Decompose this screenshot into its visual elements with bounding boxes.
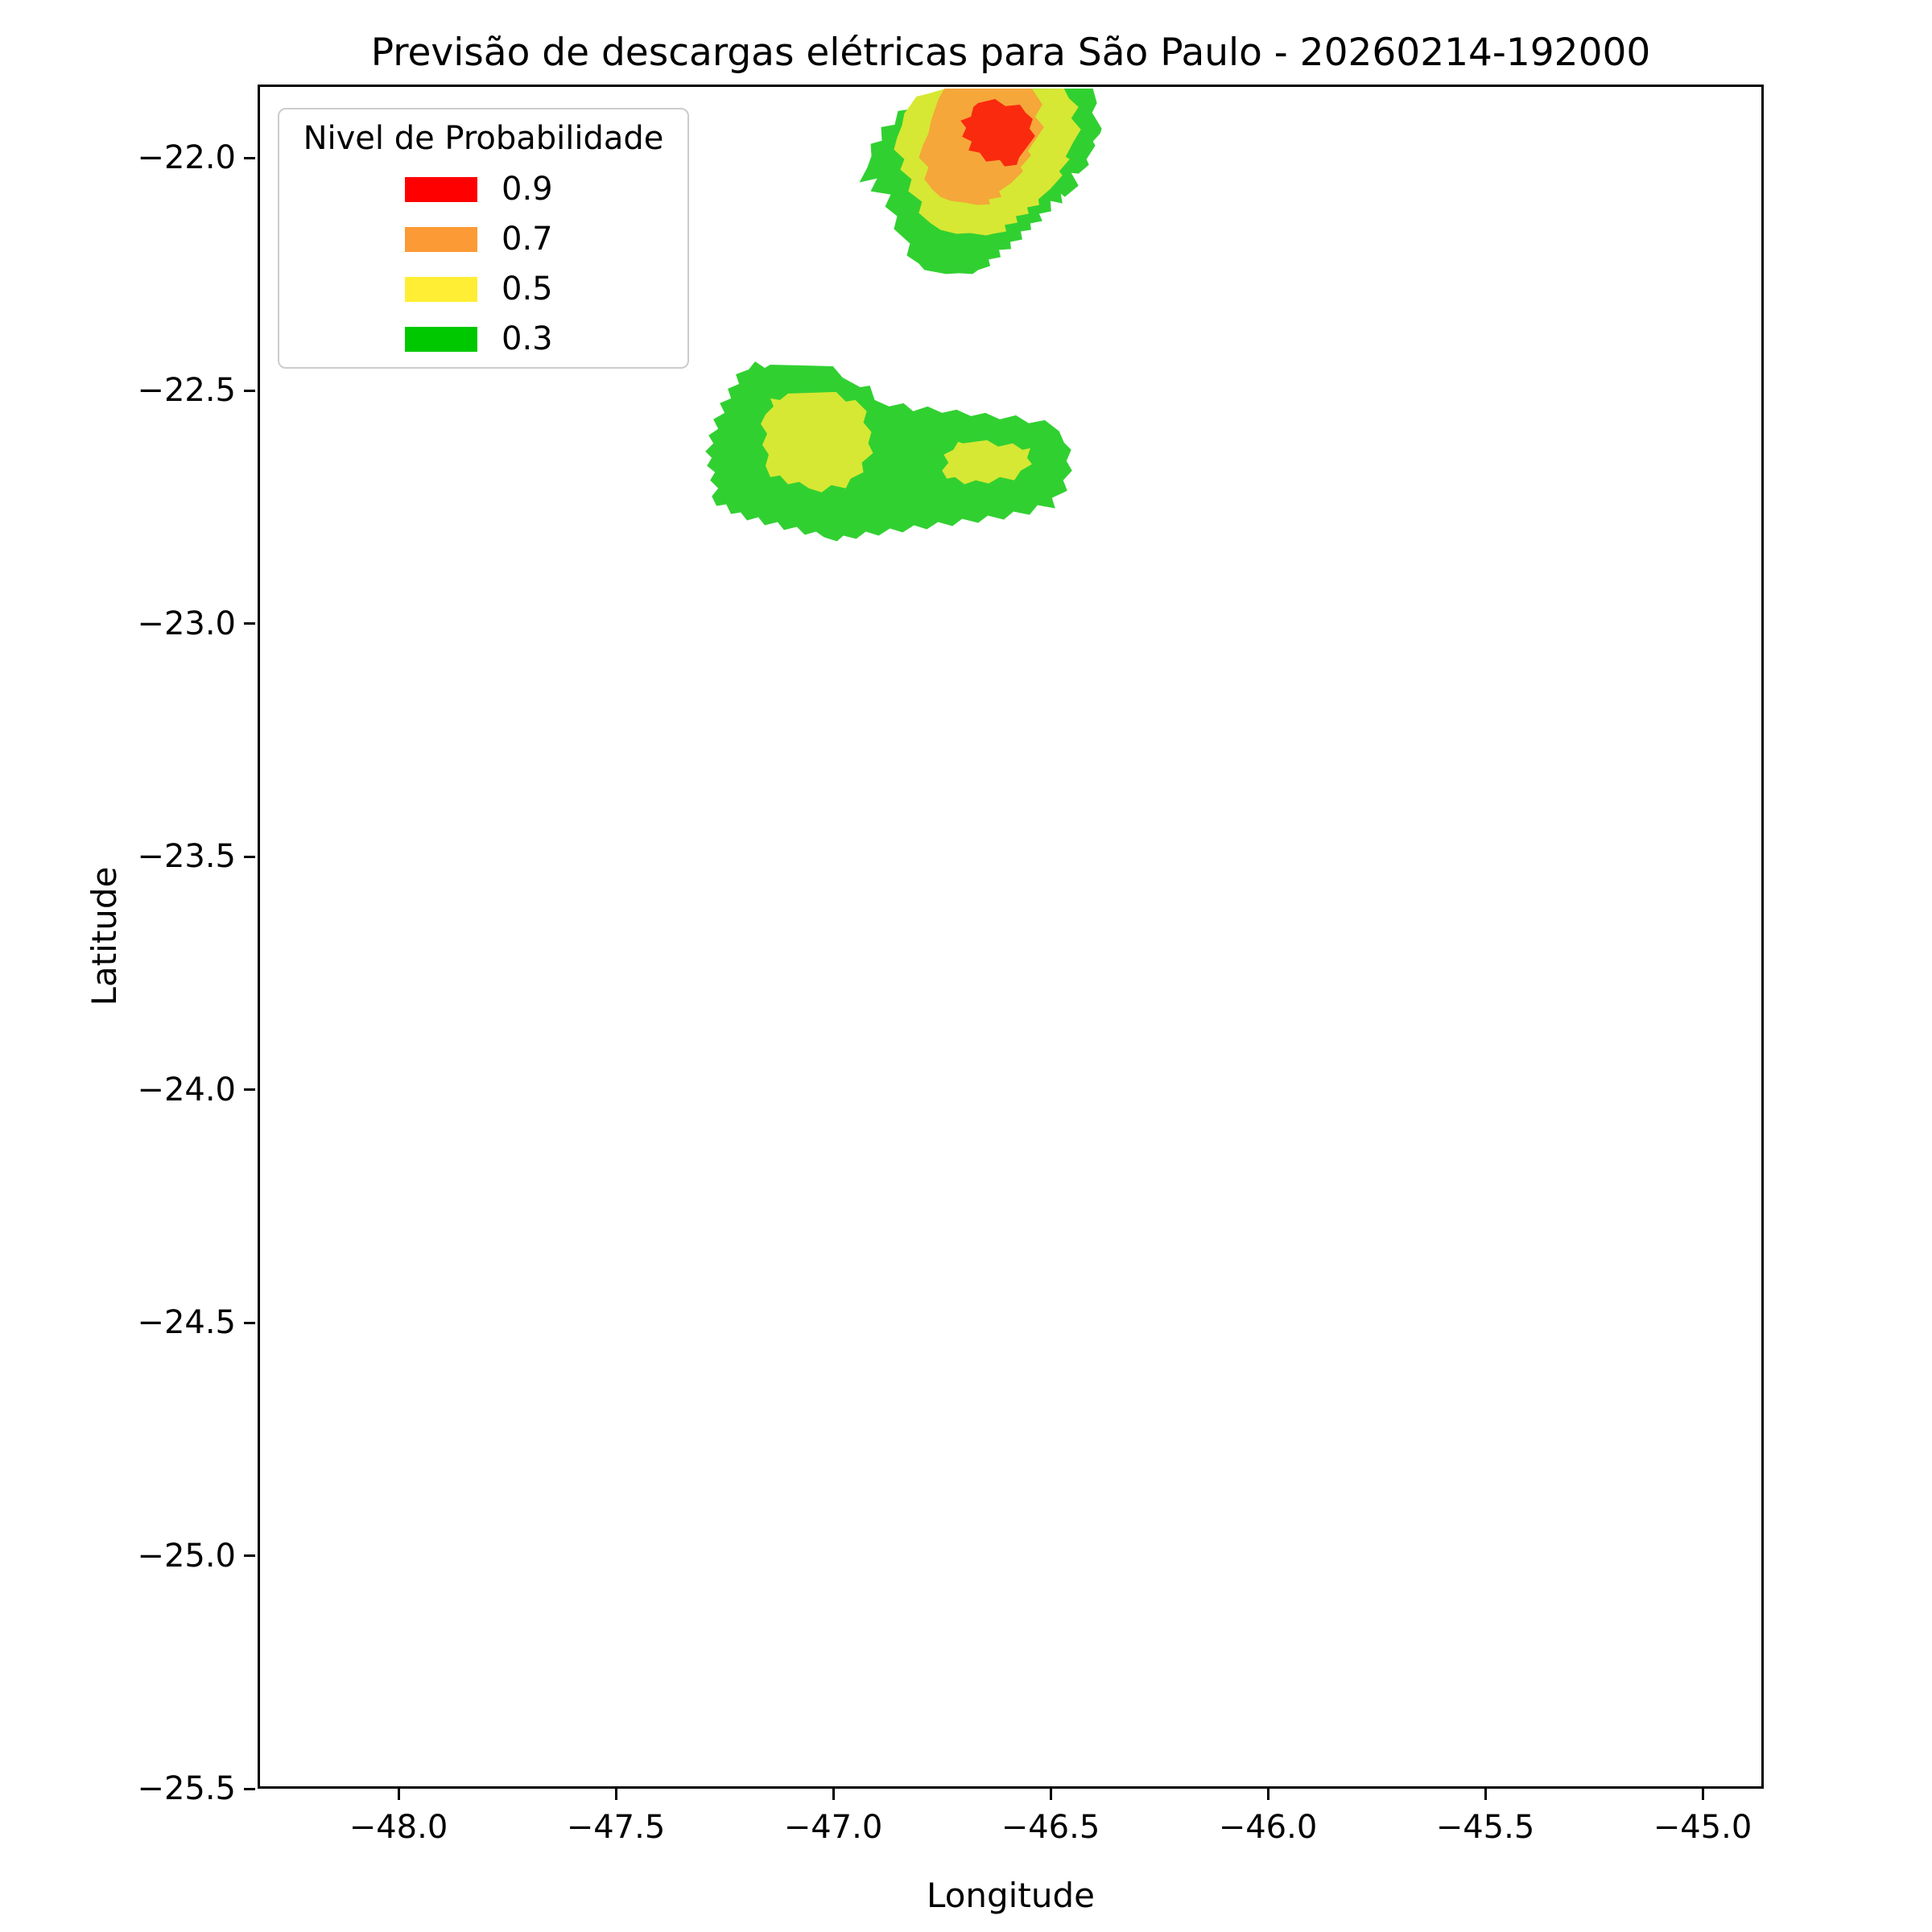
legend-items: 0.9 0.7 0.5 0.3 (279, 164, 687, 364)
legend-swatch (405, 176, 477, 202)
x-tick-mark (1266, 1789, 1269, 1800)
y-tick-mark (244, 389, 255, 392)
y-tick-mark (244, 1088, 255, 1092)
y-tick-mark (244, 855, 255, 858)
contour-layer (705, 88, 1102, 542)
legend-entry-label: 0.3 (502, 320, 553, 357)
legend-swatch (405, 326, 477, 352)
chart-title: Previsão de descargas elétricas para São… (370, 31, 1651, 75)
legend-swatch (405, 276, 477, 302)
y-tick-mark (244, 1321, 255, 1324)
x-tick-label: −48.0 (349, 1809, 448, 1846)
x-tick-label: −47.5 (566, 1809, 666, 1846)
contour-north-cell-p90 (960, 98, 1035, 167)
legend-entry: 0.5 (279, 264, 687, 314)
x-tick-label: −47.0 (783, 1809, 883, 1846)
y-tick-mark (244, 1554, 255, 1558)
y-tick-label: −24.5 (137, 1304, 236, 1342)
x-tick-label: −46.0 (1218, 1809, 1318, 1846)
x-tick-label: −46.5 (1001, 1809, 1100, 1846)
plot-area: Nivel de Probabilidade 0.9 0.7 0.5 0.3 (258, 85, 1764, 1789)
x-axis-title: Longitude (927, 1876, 1095, 1915)
y-tick-label: −24.0 (137, 1071, 236, 1108)
x-tick-mark (614, 1789, 617, 1800)
legend-entry-label: 0.7 (502, 221, 553, 258)
x-tick-label: −45.0 (1653, 1809, 1752, 1846)
legend-entry-label: 0.9 (502, 171, 553, 208)
legend-entry-label: 0.5 (502, 270, 553, 308)
legend-title: Nivel de Probabilidade (303, 120, 664, 157)
y-tick-label: −25.5 (137, 1770, 236, 1807)
legend-swatch (405, 226, 477, 252)
x-tick-mark (1049, 1789, 1052, 1800)
y-tick-mark (244, 622, 255, 625)
x-tick-mark (1484, 1789, 1487, 1800)
y-tick-label: −23.0 (137, 605, 236, 642)
y-tick-label: −22.5 (137, 372, 236, 410)
y-tick-mark (244, 156, 255, 159)
y-tick-label: −22.0 (137, 139, 236, 176)
y-tick-label: −23.5 (137, 838, 236, 876)
y-tick-mark (244, 1787, 255, 1790)
legend-entry: 0.7 (279, 214, 687, 264)
x-tick-mark (1701, 1789, 1704, 1800)
contour-south-cell-p50-west (760, 391, 873, 493)
x-tick-mark (397, 1789, 400, 1800)
legend: Nivel de Probabilidade 0.9 0.7 0.5 0.3 (278, 108, 689, 369)
contour-south-cell-p50-east (942, 440, 1032, 485)
y-tick-label: −25.0 (137, 1537, 236, 1575)
x-tick-mark (832, 1789, 835, 1800)
legend-entry: 0.3 (279, 314, 687, 364)
x-tick-label: −45.5 (1435, 1809, 1535, 1846)
legend-entry: 0.9 (279, 164, 687, 214)
